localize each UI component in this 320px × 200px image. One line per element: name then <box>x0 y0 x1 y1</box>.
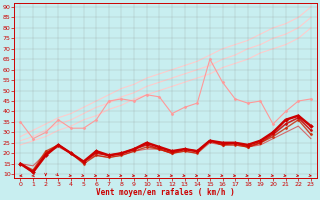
X-axis label: Vent moyen/en rafales ( km/h ): Vent moyen/en rafales ( km/h ) <box>96 188 235 197</box>
